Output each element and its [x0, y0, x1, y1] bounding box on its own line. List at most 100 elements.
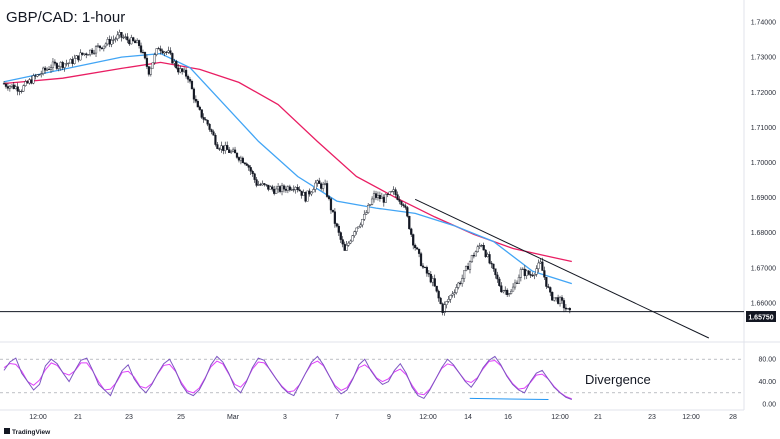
tradingview-logo: TradingView [4, 428, 51, 436]
candle-body [245, 163, 248, 166]
candle-body [349, 240, 352, 244]
candle-body [551, 292, 554, 301]
price-tick-label: 1.67000 [751, 265, 776, 272]
candle-body [130, 37, 133, 45]
candle-body [161, 50, 164, 54]
candle-body [79, 52, 82, 61]
candle-body [85, 53, 88, 56]
candle-body [378, 195, 382, 199]
candle-body [500, 285, 503, 293]
candle-body [278, 186, 282, 192]
price-tick-label: 1.71000 [751, 125, 776, 132]
candle-body [525, 270, 528, 276]
candle-body [355, 227, 358, 232]
candle-body [255, 179, 258, 186]
time-tick-label: 21 [74, 414, 82, 421]
time-tick-label: 9 [387, 414, 391, 421]
candle-body [200, 109, 203, 118]
candle-body [275, 188, 278, 194]
candle-body [333, 211, 336, 224]
candle-body [486, 254, 489, 257]
candle-body [453, 292, 456, 295]
candle-body [40, 73, 43, 75]
candle-body [59, 62, 62, 67]
candle-body [325, 183, 329, 197]
candle-body [273, 188, 276, 194]
time-tick-label: Mar [227, 414, 240, 421]
candle-body [259, 184, 262, 186]
candle-body [535, 268, 538, 275]
candle-body [492, 263, 495, 269]
candle-body [435, 285, 438, 292]
candle-body [496, 274, 499, 280]
candle-body [237, 157, 241, 161]
candle-body [134, 40, 137, 44]
candle-body [369, 204, 372, 206]
candle-body [445, 301, 448, 305]
candle-body [98, 45, 102, 48]
candle-body [419, 253, 423, 267]
candle-body [455, 287, 458, 293]
candle-body [416, 247, 419, 250]
candle-body [69, 59, 72, 64]
candle-body [30, 79, 33, 84]
candle-body [335, 223, 338, 227]
candle-body [75, 55, 78, 59]
candle-body [488, 254, 491, 264]
candle-body [253, 173, 256, 180]
candle-body [384, 193, 387, 203]
moving-averages [3, 52, 572, 285]
candle-body [511, 286, 515, 292]
candle-body [541, 261, 544, 271]
oscillator-tick-label: 0.00 [762, 402, 776, 409]
candle-body [566, 308, 569, 310]
candle-body [398, 199, 401, 202]
candle-body [327, 196, 331, 199]
candle-body [529, 274, 532, 276]
candle-body [457, 282, 460, 288]
candle-body [44, 67, 47, 71]
price-tick-label: 1.68000 [751, 230, 776, 237]
candle-body [55, 63, 58, 69]
candle-body [519, 269, 522, 278]
candle-body [83, 53, 86, 55]
candle-body [472, 255, 475, 257]
candle-body [159, 48, 162, 52]
candle-body [26, 81, 29, 84]
candle-body [282, 185, 286, 190]
candle-body [466, 266, 470, 270]
candle-body [382, 196, 385, 203]
candle-body [36, 74, 39, 77]
candle-body [560, 297, 564, 301]
candle-body [179, 68, 182, 73]
candle-body [137, 40, 141, 46]
candle-body [480, 245, 483, 247]
candle-body [194, 99, 197, 102]
candle-body [290, 189, 293, 191]
candle-body [91, 49, 94, 54]
candle-body [343, 243, 346, 251]
candle-body [163, 51, 166, 54]
candle-body [38, 74, 41, 76]
candle-body [433, 278, 436, 287]
candle-body [357, 226, 360, 229]
candle-body [451, 293, 454, 296]
candle-body [392, 189, 395, 192]
candle-body [549, 287, 552, 293]
candle-body [316, 180, 319, 184]
candle-body [543, 270, 546, 278]
candle-body [16, 86, 19, 92]
candle-body [167, 50, 170, 53]
candle-body [141, 51, 145, 53]
candle-body [531, 275, 534, 277]
candle-body [322, 184, 325, 189]
candle-body [521, 268, 524, 270]
candle-body [331, 209, 335, 212]
candle-body [212, 131, 215, 136]
candle-body [271, 186, 274, 190]
candle-body [545, 277, 548, 287]
candle-body [202, 117, 205, 120]
candle-body [337, 225, 340, 233]
candle-body [267, 184, 270, 190]
time-axis-ticks: 12:00 21 23 25 Mar 3 7 9 12:00 14 16 12:00 21 23 12:00… [29, 414, 737, 421]
